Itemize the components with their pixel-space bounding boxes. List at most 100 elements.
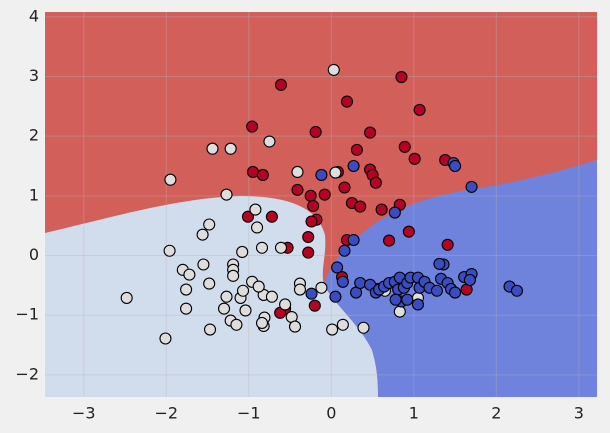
point <box>224 142 237 155</box>
point <box>318 188 331 201</box>
point <box>252 280 265 293</box>
point <box>220 290 233 303</box>
point <box>274 241 288 254</box>
point <box>302 246 315 259</box>
point <box>256 168 269 182</box>
point <box>411 298 425 311</box>
point <box>347 233 360 247</box>
point <box>369 176 382 189</box>
y-tick-label: 3 <box>29 66 39 85</box>
point <box>401 293 414 306</box>
point <box>293 283 307 296</box>
point <box>236 284 250 297</box>
y-tick-label: 1 <box>29 185 39 204</box>
point <box>449 286 462 299</box>
point <box>180 302 193 315</box>
point <box>230 318 243 331</box>
point <box>307 199 320 213</box>
point <box>206 142 219 155</box>
point <box>315 168 328 182</box>
region-light <box>45 196 378 397</box>
point <box>308 299 321 312</box>
point <box>413 103 426 116</box>
point <box>197 258 210 271</box>
point <box>388 206 401 219</box>
point <box>302 230 315 244</box>
point <box>383 234 396 247</box>
point <box>340 95 354 108</box>
point <box>430 284 443 297</box>
point <box>389 293 402 306</box>
point <box>255 241 269 254</box>
point <box>402 225 415 238</box>
point <box>251 221 264 234</box>
point <box>203 277 216 290</box>
point <box>338 181 351 194</box>
point <box>203 218 216 231</box>
point <box>510 284 524 297</box>
point <box>203 323 217 336</box>
x-tick-label: 1 <box>409 404 419 423</box>
point <box>246 165 259 179</box>
point <box>354 200 367 213</box>
x-tick-label: −1 <box>237 404 261 423</box>
point <box>236 245 249 259</box>
point <box>329 290 342 303</box>
point <box>347 159 360 173</box>
point <box>217 302 231 315</box>
point <box>196 228 209 241</box>
point <box>265 210 278 223</box>
point <box>183 268 196 281</box>
point <box>309 125 322 139</box>
point <box>465 180 478 193</box>
point <box>163 244 176 257</box>
point <box>395 71 408 84</box>
x-tick-label: 2 <box>491 404 501 423</box>
point <box>279 298 292 311</box>
point <box>354 276 367 290</box>
point <box>329 166 342 179</box>
point <box>305 215 318 228</box>
point <box>364 126 377 139</box>
point <box>398 140 411 153</box>
y-tick-label: 4 <box>29 6 39 25</box>
decision-regions <box>45 12 597 397</box>
y-tick-label: 2 <box>29 126 39 145</box>
point <box>120 291 133 304</box>
x-tick-label: −2 <box>154 404 178 423</box>
point <box>249 203 262 216</box>
point <box>326 323 339 336</box>
point <box>246 120 259 133</box>
point <box>315 281 328 294</box>
x-tick-label: −3 <box>72 404 96 423</box>
point <box>433 257 446 270</box>
point <box>255 316 269 330</box>
y-tick-label: −1 <box>15 305 39 324</box>
point <box>463 273 476 287</box>
point <box>239 304 252 317</box>
point <box>350 143 363 156</box>
point <box>338 244 351 257</box>
points <box>120 63 524 345</box>
point <box>357 321 370 334</box>
point <box>331 261 344 274</box>
point <box>304 189 317 202</box>
point <box>336 318 349 331</box>
point <box>241 210 255 223</box>
point <box>288 320 302 333</box>
point <box>291 165 304 179</box>
point <box>227 269 240 282</box>
y-tick-label: −2 <box>15 364 39 383</box>
point <box>327 63 340 76</box>
point <box>393 305 406 318</box>
x-tick-label: 3 <box>574 404 584 423</box>
point <box>449 159 462 173</box>
point <box>220 188 233 201</box>
point <box>408 152 421 165</box>
point <box>291 183 304 196</box>
point <box>375 203 388 216</box>
point <box>265 290 278 303</box>
y-tick-label: 0 <box>29 245 39 264</box>
